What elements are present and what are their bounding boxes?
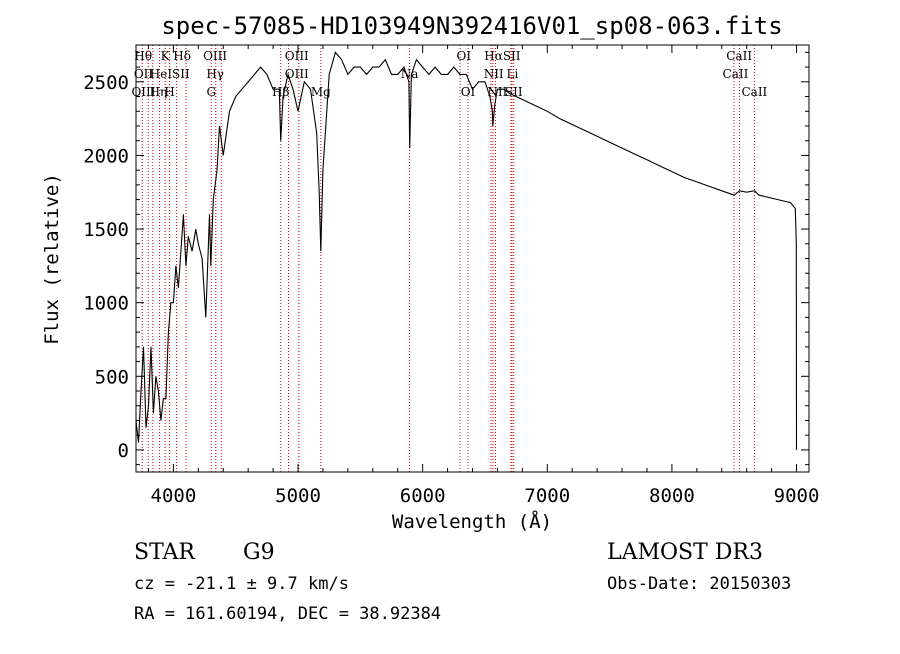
- line-label-0: Hθ: [134, 49, 152, 63]
- sky-coordinates: RA = 161.60194, DEC = 38.92384: [134, 604, 441, 624]
- line-label-17: OIII: [131, 85, 155, 99]
- chart-title: spec-57085-HD103949N392416V01_sp08-063.f…: [161, 12, 782, 40]
- plot-frame: [135, 44, 810, 473]
- line-label-21: Hβ: [272, 85, 289, 99]
- object-class: STAR: [134, 540, 196, 565]
- line-label-6: HαSII: [484, 49, 521, 63]
- line-label-8: OII: [134, 67, 154, 81]
- line-label-10: SII: [172, 67, 190, 81]
- line-label-11: Hγ: [206, 67, 224, 81]
- survey-name: LAMOST DR3: [607, 540, 763, 565]
- line-label-2: Hδ: [173, 49, 191, 63]
- line-label-12: OIII: [285, 67, 309, 81]
- y-tick-label-2: 1000: [83, 293, 129, 315]
- line-label-25: SII: [505, 85, 523, 99]
- x-tick-label-1: 5000: [275, 485, 321, 507]
- line-label-18: Hη: [150, 85, 168, 99]
- spectrum-line: [135, 51, 798, 450]
- line-label-5: OI: [456, 49, 471, 63]
- line-label-24: NII: [487, 85, 507, 99]
- line-label-22: Mg: [311, 85, 331, 99]
- line-label-9: HeI: [150, 67, 173, 81]
- line-label-23: OI: [461, 85, 476, 99]
- line-label-15: Li: [506, 67, 518, 81]
- x-axis-label: Wavelength (Å): [392, 510, 552, 533]
- line-label-20: G: [206, 85, 216, 99]
- y-tick-label-5: 2500: [83, 72, 129, 94]
- line-label-14: NII: [484, 67, 504, 81]
- y-axis-label: Flux (relative): [41, 173, 63, 345]
- emission-line-markers: [141, 45, 755, 472]
- line-label-13: Na: [401, 67, 419, 81]
- line-label-4: OIII: [285, 49, 309, 63]
- y-tick-label-4: 2000: [83, 145, 129, 167]
- object-subclass: G9: [243, 540, 275, 565]
- x-tick-label-3: 7000: [524, 485, 570, 507]
- redshift-velocity: cz = -21.1 ± 9.7 km/s: [134, 574, 349, 594]
- line-label-3: OIII: [203, 49, 227, 63]
- y-axis-ticks: 0 500 1000 1500 2000 2500: [83, 51, 809, 466]
- observation-date: Obs-Date: 20150303: [607, 574, 791, 594]
- x-tick-label-4: 8000: [649, 485, 695, 507]
- x-tick-label-5: 9000: [774, 485, 820, 507]
- x-axis-ticks: 4000 5000 6000 7000 8000 9000: [147, 45, 820, 507]
- line-label-16: CaII: [723, 67, 749, 81]
- line-label-7: CaII: [726, 49, 752, 63]
- y-tick-label-1: 500: [95, 366, 129, 388]
- x-tick-label-0: 4000: [151, 485, 197, 507]
- line-label-26: CaII: [741, 85, 767, 99]
- line-label-19: H: [164, 85, 174, 99]
- line-label-1: K: [161, 49, 171, 63]
- x-tick-label-2: 6000: [400, 485, 446, 507]
- y-tick-label-0: 0: [118, 440, 129, 462]
- y-tick-label-3: 1500: [83, 219, 129, 241]
